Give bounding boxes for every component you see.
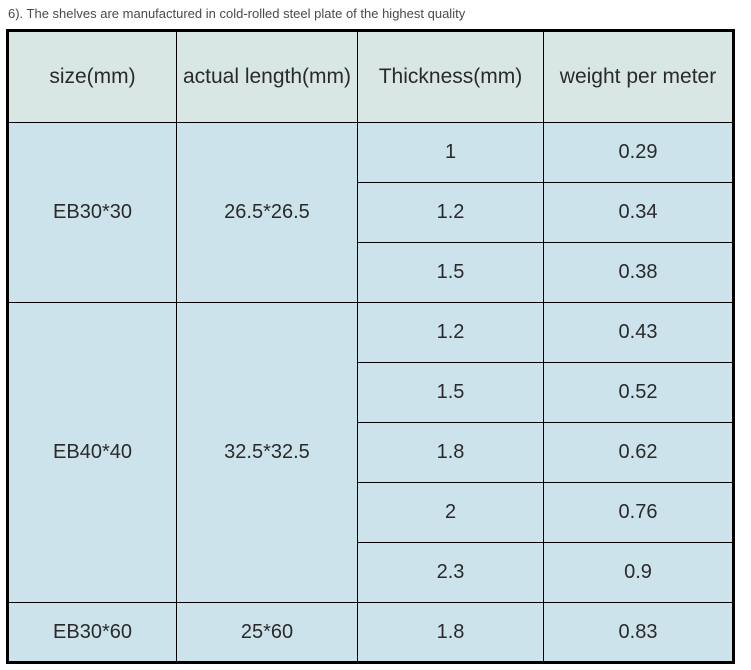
cell-weight: 0.38 [544,243,734,303]
cell-actual-length: 26.5*26.5 [177,123,358,303]
col-weight: weight per meter [544,31,734,123]
cell-size: EB30*60 [8,603,177,663]
cell-size: EB40*40 [8,303,177,603]
cell-weight: 0.62 [544,423,734,483]
col-thickness: Thickness(mm) [358,31,544,123]
spec-table: size(mm) actual length(mm) Thickness(mm)… [6,29,735,664]
cell-weight: 0.29 [544,123,734,183]
cell-weight: 0.34 [544,183,734,243]
cell-actual-length: 32.5*32.5 [177,303,358,603]
cell-actual-length: 25*60 [177,603,358,663]
table-header-row: size(mm) actual length(mm) Thickness(mm)… [8,31,734,123]
cell-weight: 0.52 [544,363,734,423]
cell-thickness: 2 [358,483,544,543]
cell-thickness: 1.5 [358,243,544,303]
cell-thickness: 1 [358,123,544,183]
cell-thickness: 1.8 [358,603,544,663]
col-actual: actual length(mm) [177,31,358,123]
cell-weight: 0.43 [544,303,734,363]
col-size: size(mm) [8,31,177,123]
cell-weight: 0.9 [544,543,734,603]
cell-thickness: 1.5 [358,363,544,423]
cell-weight: 0.76 [544,483,734,543]
table-body: EB30*3026.5*26.510.291.20.341.50.38EB40*… [8,123,734,663]
cell-thickness: 2.3 [358,543,544,603]
cell-size: EB30*30 [8,123,177,303]
cell-thickness: 1.2 [358,183,544,243]
table-row: EB30*3026.5*26.510.29 [8,123,734,183]
cell-thickness: 1.8 [358,423,544,483]
cell-weight: 0.83 [544,603,734,663]
table-row: EB40*4032.5*32.51.20.43 [8,303,734,363]
caption-text: 6). The shelves are manufactured in cold… [8,6,745,21]
table-row: EB30*6025*601.80.83 [8,603,734,663]
cell-thickness: 1.2 [358,303,544,363]
